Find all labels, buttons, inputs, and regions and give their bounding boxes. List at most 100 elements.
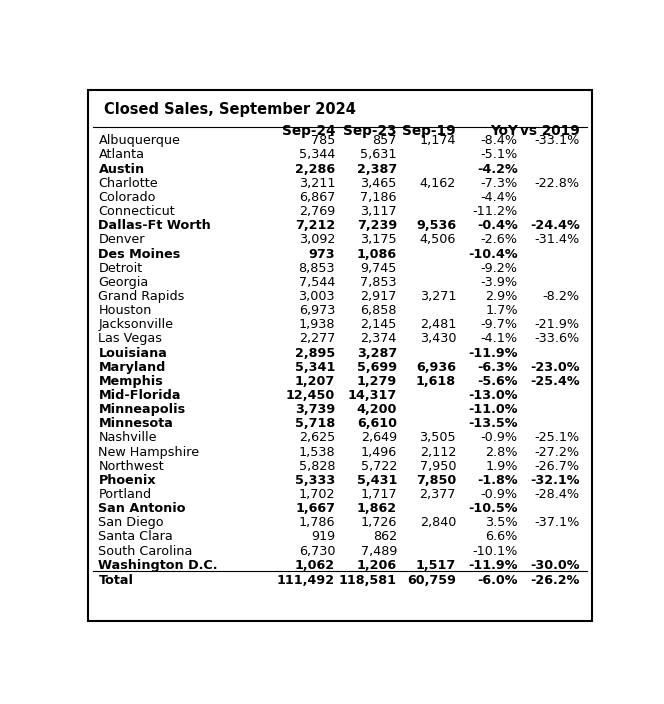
Text: 1,618: 1,618 [416, 375, 456, 388]
Text: Dallas-Ft Worth: Dallas-Ft Worth [98, 219, 211, 232]
Text: Washington D.C.: Washington D.C. [98, 559, 218, 572]
Text: 7,212: 7,212 [295, 219, 335, 232]
Text: Minnesota: Minnesota [98, 417, 173, 430]
Text: 1,517: 1,517 [416, 559, 456, 572]
Text: -33.1%: -33.1% [535, 134, 580, 147]
Text: Albuquerque: Albuquerque [98, 134, 181, 147]
Text: -10.4%: -10.4% [468, 248, 518, 260]
Text: 7,544: 7,544 [299, 276, 335, 289]
Text: 3,465: 3,465 [361, 177, 397, 190]
Text: -11.0%: -11.0% [468, 403, 518, 416]
Text: 2,769: 2,769 [299, 205, 335, 218]
Text: -8.2%: -8.2% [542, 290, 580, 303]
Text: 3,430: 3,430 [420, 332, 456, 346]
Text: 111,492: 111,492 [277, 574, 335, 587]
Text: 2.9%: 2.9% [485, 290, 518, 303]
Text: Sep-23: Sep-23 [343, 123, 397, 137]
Text: Total: Total [98, 574, 133, 587]
Text: -26.7%: -26.7% [535, 460, 580, 472]
Text: 1,174: 1,174 [420, 134, 456, 147]
Text: 1,717: 1,717 [361, 488, 397, 501]
Text: -2.6%: -2.6% [481, 233, 518, 246]
Text: -6.0%: -6.0% [477, 574, 518, 587]
Text: 6,973: 6,973 [299, 304, 335, 317]
Text: 3,003: 3,003 [299, 290, 335, 303]
Text: 3,287: 3,287 [357, 346, 397, 360]
Text: -22.8%: -22.8% [535, 177, 580, 190]
Text: Jacksonville: Jacksonville [98, 318, 173, 331]
Text: -6.3%: -6.3% [477, 360, 518, 374]
Text: 5,699: 5,699 [357, 360, 397, 374]
Text: Georgia: Georgia [98, 276, 149, 289]
Text: 12,450: 12,450 [286, 389, 335, 402]
Text: -33.6%: -33.6% [535, 332, 580, 346]
Text: -8.4%: -8.4% [481, 134, 518, 147]
Text: 6,936: 6,936 [416, 360, 456, 374]
Text: -24.4%: -24.4% [530, 219, 580, 232]
Text: 3,211: 3,211 [299, 177, 335, 190]
Text: Louisiana: Louisiana [98, 346, 167, 360]
Text: 7,489: 7,489 [361, 544, 397, 558]
Text: -28.4%: -28.4% [535, 488, 580, 501]
Text: -13.5%: -13.5% [468, 417, 518, 430]
Text: Las Vegas: Las Vegas [98, 332, 163, 346]
Text: -7.3%: -7.3% [481, 177, 518, 190]
Text: 3,117: 3,117 [361, 205, 397, 218]
Text: 6,867: 6,867 [299, 191, 335, 204]
Text: 2,286: 2,286 [295, 163, 335, 175]
Text: vs 2019: vs 2019 [520, 123, 580, 137]
Text: Santa Clara: Santa Clara [98, 530, 173, 543]
Text: Phoenix: Phoenix [98, 474, 156, 486]
Text: 2,387: 2,387 [357, 163, 397, 175]
Text: -0.9%: -0.9% [481, 432, 518, 444]
Text: 2,649: 2,649 [361, 432, 397, 444]
Text: 2,377: 2,377 [420, 488, 456, 501]
Text: 14,317: 14,317 [348, 389, 397, 402]
Text: 1,938: 1,938 [299, 318, 335, 331]
Text: 3,092: 3,092 [299, 233, 335, 246]
Text: Atlanta: Atlanta [98, 149, 145, 161]
Text: 1.9%: 1.9% [485, 460, 518, 472]
Text: 5,344: 5,344 [299, 149, 335, 161]
Text: 1,702: 1,702 [299, 488, 335, 501]
Text: 2,481: 2,481 [420, 318, 456, 331]
Text: 2,895: 2,895 [295, 346, 335, 360]
Text: Des Moines: Des Moines [98, 248, 181, 260]
Text: 5,341: 5,341 [295, 360, 335, 374]
Text: -13.0%: -13.0% [468, 389, 518, 402]
Text: Memphis: Memphis [98, 375, 163, 388]
Text: 1,086: 1,086 [357, 248, 397, 260]
Text: -3.9%: -3.9% [481, 276, 518, 289]
Text: 862: 862 [373, 530, 397, 543]
Text: 1,862: 1,862 [357, 502, 397, 515]
Text: 2.8%: 2.8% [485, 446, 518, 458]
Text: -21.9%: -21.9% [535, 318, 580, 331]
Text: -10.1%: -10.1% [473, 544, 518, 558]
Text: Sep-19: Sep-19 [402, 123, 456, 137]
Text: Minneapolis: Minneapolis [98, 403, 185, 416]
Text: Charlotte: Charlotte [98, 177, 158, 190]
Text: 5,631: 5,631 [361, 149, 397, 161]
Text: Nashville: Nashville [98, 432, 157, 444]
Text: 9,536: 9,536 [416, 219, 456, 232]
Text: -4.2%: -4.2% [477, 163, 518, 175]
Text: Grand Rapids: Grand Rapids [98, 290, 185, 303]
Text: New Hampshire: New Hampshire [98, 446, 200, 458]
Text: 118,581: 118,581 [339, 574, 397, 587]
Text: -9.2%: -9.2% [481, 262, 518, 275]
Text: -37.1%: -37.1% [535, 516, 580, 529]
Text: -1.8%: -1.8% [477, 474, 518, 486]
Text: Denver: Denver [98, 233, 145, 246]
Text: San Antonio: San Antonio [98, 502, 186, 515]
Text: Sep-24: Sep-24 [282, 123, 335, 137]
Text: 919: 919 [311, 530, 335, 543]
Text: 60,759: 60,759 [407, 574, 456, 587]
Text: 3,505: 3,505 [420, 432, 456, 444]
Text: 2,112: 2,112 [420, 446, 456, 458]
Text: 1,207: 1,207 [295, 375, 335, 388]
Text: 7,950: 7,950 [420, 460, 456, 472]
Text: 5,718: 5,718 [295, 417, 335, 430]
Text: Closed Sales, September 2024: Closed Sales, September 2024 [104, 102, 355, 117]
Text: -9.7%: -9.7% [481, 318, 518, 331]
Text: San Diego: San Diego [98, 516, 164, 529]
